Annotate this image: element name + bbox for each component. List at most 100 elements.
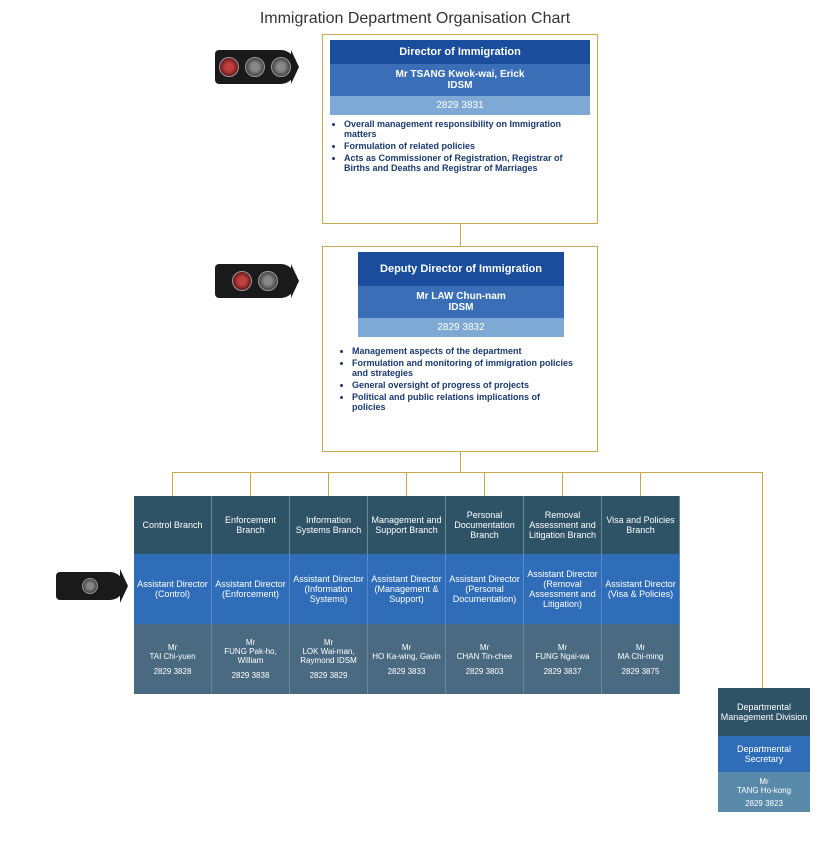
branch-ad: Assistant Director(Information Systems)	[290, 554, 368, 624]
ad-title: Assistant Director	[605, 579, 676, 589]
branch-column: Visa and Policies Branch Assistant Direct…	[602, 496, 680, 694]
division-head: Departmental Management Division	[718, 688, 810, 736]
person-prefix: Mr	[402, 643, 411, 652]
ad-title: Assistant Director	[371, 574, 442, 584]
duty-item: General oversight of progress of project…	[352, 380, 574, 390]
deputy-node: Deputy Director of Immigration Mr LAW Ch…	[358, 252, 564, 337]
branch-ad: Assistant Director(Personal Documentatio…	[446, 554, 524, 624]
connector	[328, 472, 329, 496]
ad-title: Assistant Director	[527, 569, 598, 579]
person-prefix: Mr	[636, 643, 645, 652]
deputy-honour: IDSM	[362, 302, 560, 313]
person-phone: 2829 3829	[310, 671, 348, 680]
branch-ad: Assistant Director(Control)	[134, 554, 212, 624]
connector	[460, 224, 461, 246]
person-name: TAI Chi-yuen	[149, 652, 195, 661]
connector	[172, 472, 173, 496]
duty-item: Formulation of related policies	[344, 141, 584, 151]
branch-head: Information Systems Branch	[290, 496, 368, 554]
ad-sub: (Control)	[155, 589, 190, 599]
person-name: MA Chi-ming	[618, 652, 664, 661]
ad-title: Assistant Director	[215, 579, 286, 589]
branch-ad: Assistant Director(Management & Support)	[368, 554, 446, 624]
branch-person: MrTAI Chi-yuen2829 3828	[134, 624, 212, 694]
person-name: CHAN Tin-chee	[457, 652, 513, 661]
deputy-duties: Management aspects of the department Form…	[338, 342, 580, 418]
branch-column: Management and Support BranchAssistant D…	[368, 496, 446, 694]
director-phone: 2829 3831	[330, 96, 590, 115]
branch-column: Control BranchAssistant Director(Control…	[134, 496, 212, 694]
person-phone: 2829 3803	[466, 667, 504, 676]
person-phone: 2829 3838	[232, 671, 270, 680]
branch-person: MrCHAN Tin-chee 2829 3803	[446, 624, 524, 694]
deputy-insignia	[215, 264, 295, 298]
pip-icon	[219, 57, 239, 77]
branch-column: Enforcement Branch Assistant Director(Enf…	[212, 496, 290, 694]
branch-ad: Assistant Director(Removal Assessment an…	[524, 554, 602, 624]
ad-sub: (Visa & Policies)	[608, 589, 673, 599]
connector	[460, 452, 461, 472]
deputy-title: Deputy Director of Immigration	[358, 252, 564, 286]
connector	[562, 472, 563, 496]
branch-person: MrMA Chi-ming 2829 3875	[602, 624, 680, 694]
chart-title: Immigration Department Organisation Char…	[0, 0, 830, 28]
connector	[640, 472, 641, 496]
director-insignia	[215, 50, 295, 84]
branch-column: Removal Assessment and Litigation Branch…	[524, 496, 602, 694]
person-name: HO Ka-wing, Gavin	[372, 652, 440, 661]
duty-item: Political and public relations implicati…	[352, 392, 574, 412]
branch-person: MrFUNG Ngai-wa 2829 3837	[524, 624, 602, 694]
director-title: Director of Immigration	[330, 40, 590, 64]
director-name: Mr TSANG Kwok-wai, Erick	[334, 69, 586, 80]
branch-person: MrLOK Wai-man, Raymond IDSM 2829 3829	[290, 624, 368, 694]
person-prefix: Mr	[246, 638, 255, 647]
person-name: FUNG Ngai-wa	[535, 652, 589, 661]
ad-sub: (Personal Documentation)	[448, 584, 521, 604]
deputy-name-block: Mr LAW Chun-nam IDSM	[358, 286, 564, 318]
branch-head: Visa and Policies Branch	[602, 496, 680, 554]
person-prefix: Mr	[558, 643, 567, 652]
connector	[406, 472, 407, 496]
ad-sub: (Information Systems)	[292, 584, 365, 604]
connector	[172, 472, 762, 473]
duty-item: Formulation and monitoring of immigratio…	[352, 358, 574, 378]
branch-head: Removal Assessment and Litigation Branch	[524, 496, 602, 554]
director-node: Director of Immigration Mr TSANG Kwok-wa…	[330, 40, 590, 179]
branch-column: Personal Documentation BranchAssistant D…	[446, 496, 524, 694]
pip-icon	[245, 57, 265, 77]
branch-head: Personal Documentation Branch	[446, 496, 524, 554]
division-name: TANG Ho-kong	[737, 786, 791, 795]
duty-item: Management aspects of the department	[352, 346, 574, 356]
person-phone: 2829 3837	[544, 667, 582, 676]
ad-insignia	[56, 572, 124, 600]
deputy-phone: 2829 3832	[358, 318, 564, 337]
ad-title: Assistant Director	[137, 579, 208, 589]
person-prefix: Mr	[324, 638, 333, 647]
ad-sub: (Enforcement)	[222, 589, 279, 599]
division-name-prefix: Mr	[759, 777, 768, 786]
pip-icon	[271, 57, 291, 77]
division-person: Mr TANG Ho-kong 2829 3823	[718, 772, 810, 812]
connector	[762, 472, 763, 688]
division-title: Departmental Secretary	[718, 736, 810, 772]
branch-head: Control Branch	[134, 496, 212, 554]
branch-person: MrFUNG Pak-ho, William 2829 3838	[212, 624, 290, 694]
division-node: Departmental Management Division Departm…	[718, 688, 810, 812]
branch-head: Enforcement Branch	[212, 496, 290, 554]
director-name-block: Mr TSANG Kwok-wai, Erick IDSM	[330, 64, 590, 96]
ad-title: Assistant Director	[449, 574, 520, 584]
person-name: LOK Wai-man, Raymond IDSM	[292, 647, 365, 665]
ad-sub: (Management & Support)	[370, 584, 443, 604]
deputy-name: Mr LAW Chun-nam	[362, 291, 560, 302]
director-honour: IDSM	[334, 80, 586, 91]
pip-icon	[232, 271, 252, 291]
person-phone: 2829 3875	[622, 667, 660, 676]
branch-person: MrHO Ka-wing, Gavin2829 3833	[368, 624, 446, 694]
pip-icon	[82, 578, 98, 594]
connector	[484, 472, 485, 496]
person-name: FUNG Pak-ho, William	[214, 647, 287, 665]
connector	[250, 472, 251, 496]
person-prefix: Mr	[480, 643, 489, 652]
pip-icon	[258, 271, 278, 291]
branch-head: Management and Support Branch	[368, 496, 446, 554]
